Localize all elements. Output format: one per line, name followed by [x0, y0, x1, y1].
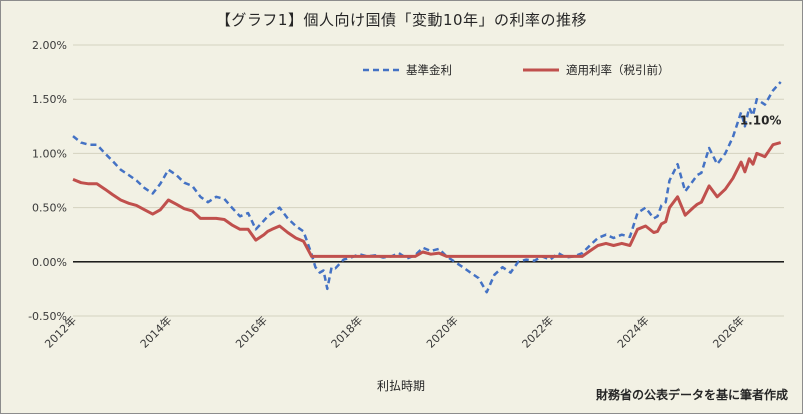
y-tick-label: -0.50% [28, 310, 67, 323]
y-axis-ticks: 2.00% 1.50% 1.00% 0.50% 0.00% -0.50% [28, 39, 67, 323]
y-tick-label: 0.50% [32, 202, 67, 215]
y-tick-label: 2.00% [32, 39, 67, 52]
chart-title: 【グラフ1】個人向け国債「変動10年」の利率の推移 [215, 11, 588, 29]
legend-label-1: 基準金利 [406, 63, 452, 77]
legend-label-2: 適用利率（税引前） [566, 63, 670, 77]
last-value-label: 1.10% [740, 114, 782, 128]
y-tick-label: 1.50% [32, 93, 67, 106]
series-line-2 [72, 141, 782, 258]
x-tick-label: 2018年 [328, 313, 365, 350]
source-note: 財務省の公表データを基に筆者作成 [595, 388, 788, 402]
x-tick-label: 2024年 [614, 313, 651, 350]
x-axis-label: 利払時期 [377, 379, 425, 393]
series-line-1 [72, 81, 782, 294]
x-tick-label: 2016年 [233, 313, 270, 350]
x-tick-label: 2026年 [710, 313, 747, 350]
x-tick-label: 2022年 [519, 313, 556, 350]
x-axis-ticks: 2012年 2014年 2016年 2018年 2020年 2022年 2024年 2026年 [42, 313, 748, 350]
legend: 基準金利 適用利率（税引前） [363, 63, 670, 77]
x-tick-label: 2020年 [423, 313, 460, 350]
series-layer [72, 81, 782, 294]
x-tick-label: 2014年 [137, 313, 174, 350]
grid-layer [73, 44, 784, 317]
y-tick-label: 0.00% [32, 256, 67, 269]
y-tick-label: 1.00% [32, 147, 67, 160]
